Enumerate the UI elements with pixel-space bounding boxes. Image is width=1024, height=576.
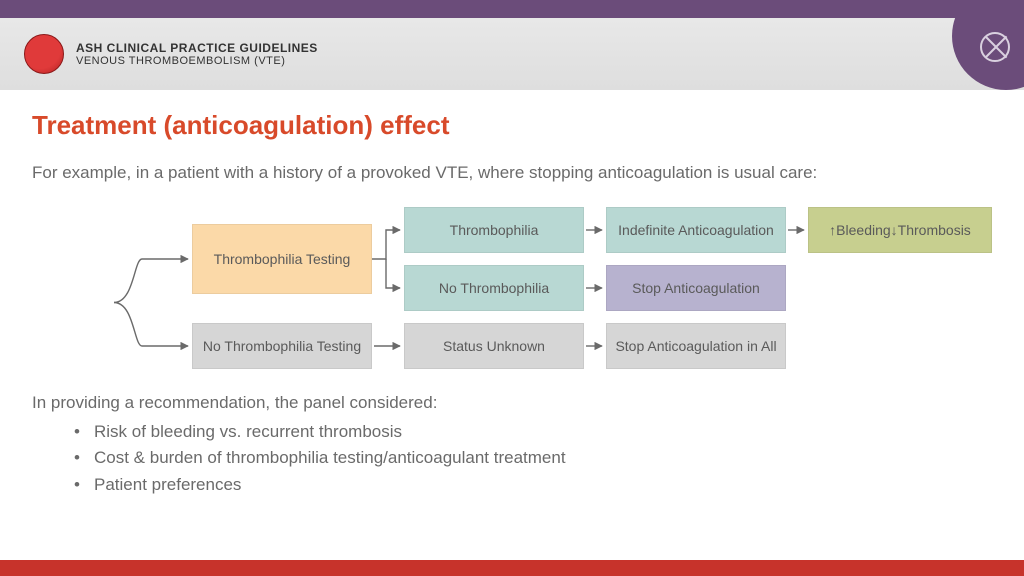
flow-node-outcome: ↑Bleeding↓Thrombosis	[808, 207, 992, 253]
flow-node-thrombo: Thrombophilia	[404, 207, 584, 253]
corner-cross-icon	[980, 32, 1010, 62]
corner-badge	[952, 18, 1024, 90]
list-item: Risk of bleeding vs. recurrent thrombosi…	[94, 419, 992, 445]
flow-node-status_unk: Status Unknown	[404, 323, 584, 369]
bottom-bar	[0, 560, 1024, 576]
flow-node-no_thrombo: No Thrombophilia	[404, 265, 584, 311]
content: Treatment (anticoagulation) effect For e…	[0, 90, 1024, 498]
consider-list: Risk of bleeding vs. recurrent thrombosi…	[32, 419, 992, 498]
list-item: Patient preferences	[94, 472, 992, 498]
flow-node-stop_all: Stop Anticoagulation in All	[606, 323, 786, 369]
flow-node-no_testing: No Thrombophilia Testing	[192, 323, 372, 369]
header-text: ASH CLINICAL PRACTICE GUIDELINES VENOUS …	[76, 41, 318, 67]
flow-node-stop_ac: Stop Anticoagulation	[606, 265, 786, 311]
flowchart: Thrombophilia Testing No Thrombophilia Te…	[32, 201, 992, 391]
header-line2: VENOUS THROMBOEMBOLISM (VTE)	[76, 55, 318, 67]
flow-node-indef: Indefinite Anticoagulation	[606, 207, 786, 253]
list-item: Cost & burden of thrombophilia testing/a…	[94, 445, 992, 471]
intro-text: For example, in a patient with a history…	[32, 163, 992, 183]
top-bar	[0, 0, 1024, 18]
consider-lead: In providing a recommendation, the panel…	[32, 393, 992, 413]
flow-node-testing: Thrombophilia Testing	[192, 224, 372, 294]
header-line1: ASH CLINICAL PRACTICE GUIDELINES	[76, 41, 318, 55]
logo-circle-icon	[24, 34, 64, 74]
header: ASH CLINICAL PRACTICE GUIDELINES VENOUS …	[0, 18, 1024, 90]
ash-logo	[24, 34, 64, 74]
page-title: Treatment (anticoagulation) effect	[32, 110, 992, 141]
